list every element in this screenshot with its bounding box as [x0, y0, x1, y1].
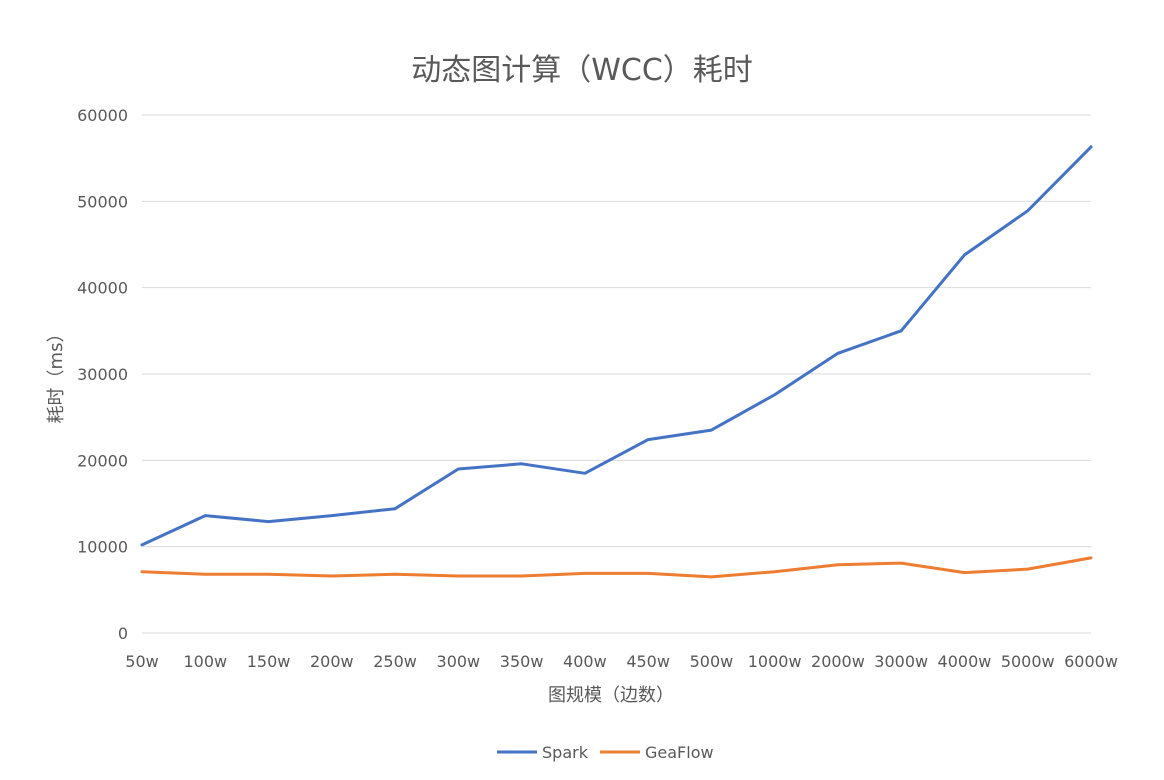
- series-line-spark: [140, 145, 1093, 547]
- x-tick-label: 5000w: [1001, 652, 1055, 671]
- y-axis-ticks: 0 10000 20000 30000 40000 50000 60000: [77, 106, 128, 643]
- x-tick-label: 4000w: [938, 652, 992, 671]
- y-tick-label: 20000: [77, 451, 128, 470]
- x-tick-label: 200w: [310, 652, 354, 671]
- chart-title: 动态图计算（WCC）耗时: [411, 53, 753, 88]
- gridlines: [142, 114, 1091, 548]
- x-tick-label: 1000w: [748, 652, 802, 671]
- series-lines: [140, 145, 1093, 579]
- legend: Spark GeaFlow: [497, 743, 714, 762]
- x-tick-label: 150w: [247, 652, 291, 671]
- x-tick-label: 100w: [183, 652, 227, 671]
- y-tick-label: 0: [118, 624, 128, 643]
- x-axis-ticks: 50w 100w 150w 200w 250w 300w 350w 400w 450w 500w 1…: [125, 652, 1118, 671]
- y-tick-label: 60000: [77, 106, 128, 125]
- x-tick-label: 250w: [373, 652, 417, 671]
- x-tick-label: 450w: [626, 652, 670, 671]
- x-axis-label: 图规模（边数）: [548, 685, 674, 706]
- x-tick-label: 300w: [437, 652, 481, 671]
- y-tick-label: 50000: [77, 192, 128, 211]
- series-line-geaflow: [140, 556, 1093, 579]
- legend-label-spark: Spark: [542, 743, 589, 762]
- x-tick-label: 50w: [125, 652, 158, 671]
- x-tick-label: 6000w: [1064, 652, 1118, 671]
- legend-label-geaflow: GeaFlow: [645, 743, 714, 762]
- y-tick-label: 40000: [77, 279, 128, 298]
- x-tick-label: 350w: [500, 652, 544, 671]
- y-tick-label: 10000: [77, 538, 128, 557]
- x-tick-label: 3000w: [874, 652, 928, 671]
- x-tick-label: 400w: [563, 652, 607, 671]
- x-tick-label: 2000w: [811, 652, 865, 671]
- y-axis-label: 耗时（ms）: [46, 325, 67, 424]
- x-tick-label: 500w: [690, 652, 734, 671]
- y-tick-label: 30000: [77, 365, 128, 384]
